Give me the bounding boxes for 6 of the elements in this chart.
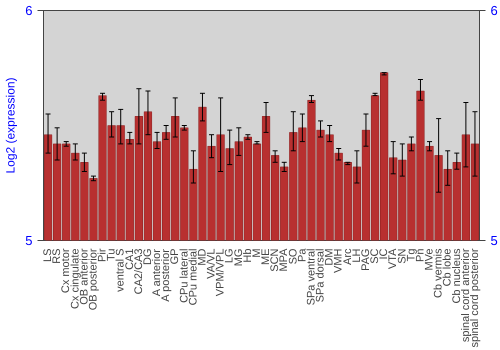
x-tick-label: DG [142, 248, 154, 265]
x-tick-label: RS [51, 248, 64, 264]
x-tick-label: CPu medial [187, 248, 200, 306]
y-axis-title: Log2 (expression) [3, 77, 18, 174]
y2-tick-label: 5 [490, 233, 498, 248]
y2-tick-label: 6 [490, 3, 498, 18]
